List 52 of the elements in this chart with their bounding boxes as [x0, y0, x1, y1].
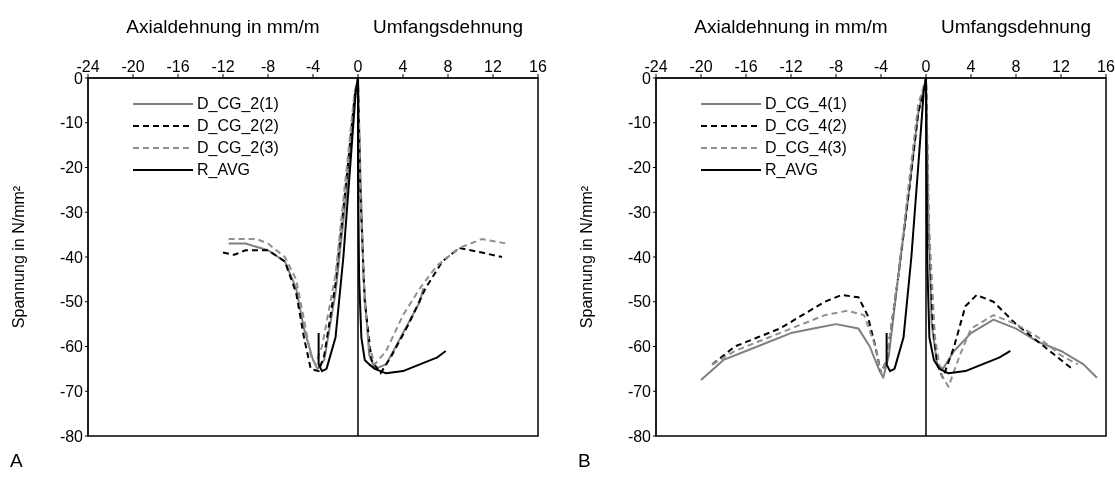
x-tick-label: -4 [873, 58, 889, 75]
x-tick-label: -16 [166, 58, 190, 75]
x-axis-title: Axialdehnung in mm/m [693, 16, 889, 38]
x-tick-label: 8 [443, 58, 453, 75]
legend-label: D_CG_4(3) [765, 138, 847, 158]
y-tick-label: -10 [627, 114, 652, 132]
y-tick-label: -30 [59, 203, 84, 221]
x-tick-label: -12 [211, 58, 235, 75]
x-tick-label: -4 [305, 58, 321, 75]
legend-label: D_CG_4(1) [765, 94, 847, 114]
x-tick-label: 0 [353, 58, 363, 75]
x-tick-label: -20 [121, 58, 145, 75]
legend-label: R_AVG [197, 160, 251, 180]
y-tick-label: -30 [627, 203, 652, 221]
y-tick-label: -80 [59, 427, 84, 445]
y-tick-label: -10 [59, 114, 84, 132]
y-tick-label: -20 [627, 159, 652, 177]
text: B [578, 450, 591, 472]
y-tick-label: -60 [627, 338, 652, 356]
y-tick-label: -70 [59, 382, 84, 400]
y-axis-title: Spannung in N/mm² [9, 185, 27, 329]
x-tick-label: 16 [1097, 58, 1115, 75]
x-tick-label: -16 [734, 58, 758, 75]
y-tick-label: -50 [627, 293, 652, 311]
x-tick-label: -20 [689, 58, 713, 75]
legend-label: D_CG_2(2) [197, 116, 279, 136]
text: A [10, 450, 23, 472]
legend-label: D_CG_2(3) [197, 138, 279, 158]
y-tick-label: -70 [627, 382, 652, 400]
x-axis-title: Axialdehnung in mm/m [125, 16, 321, 38]
x-tick-label: 8 [1011, 58, 1021, 75]
x-tick-label: 0 [921, 58, 931, 75]
x-tick-label: -12 [779, 58, 803, 75]
y-tick-label: -40 [59, 248, 84, 266]
y-tick-label: -60 [59, 338, 84, 356]
x-tick-label: 4 [398, 58, 408, 75]
y-tick-label: -80 [627, 427, 652, 445]
text: Umfangsdehnung [940, 16, 1092, 38]
x-tick-label: 12 [484, 58, 502, 75]
y-tick-label: -40 [627, 248, 652, 266]
x-tick-label: 4 [966, 58, 976, 75]
x-tick-label: 16 [529, 58, 547, 75]
y-tick-label: -20 [59, 159, 84, 177]
x-tick-label: -8 [260, 58, 276, 75]
y-tick-label: -50 [59, 293, 84, 311]
legend-label: R_AVG [765, 160, 819, 180]
y-axis-title: Spannung in N/mm² [577, 185, 595, 329]
text: Umfangsdehnung [372, 16, 524, 38]
legend-label: D_CG_4(2) [765, 116, 847, 136]
x-tick-label: 12 [1052, 58, 1070, 75]
x-tick-label: -8 [828, 58, 844, 75]
legend-label: D_CG_2(1) [197, 94, 279, 114]
